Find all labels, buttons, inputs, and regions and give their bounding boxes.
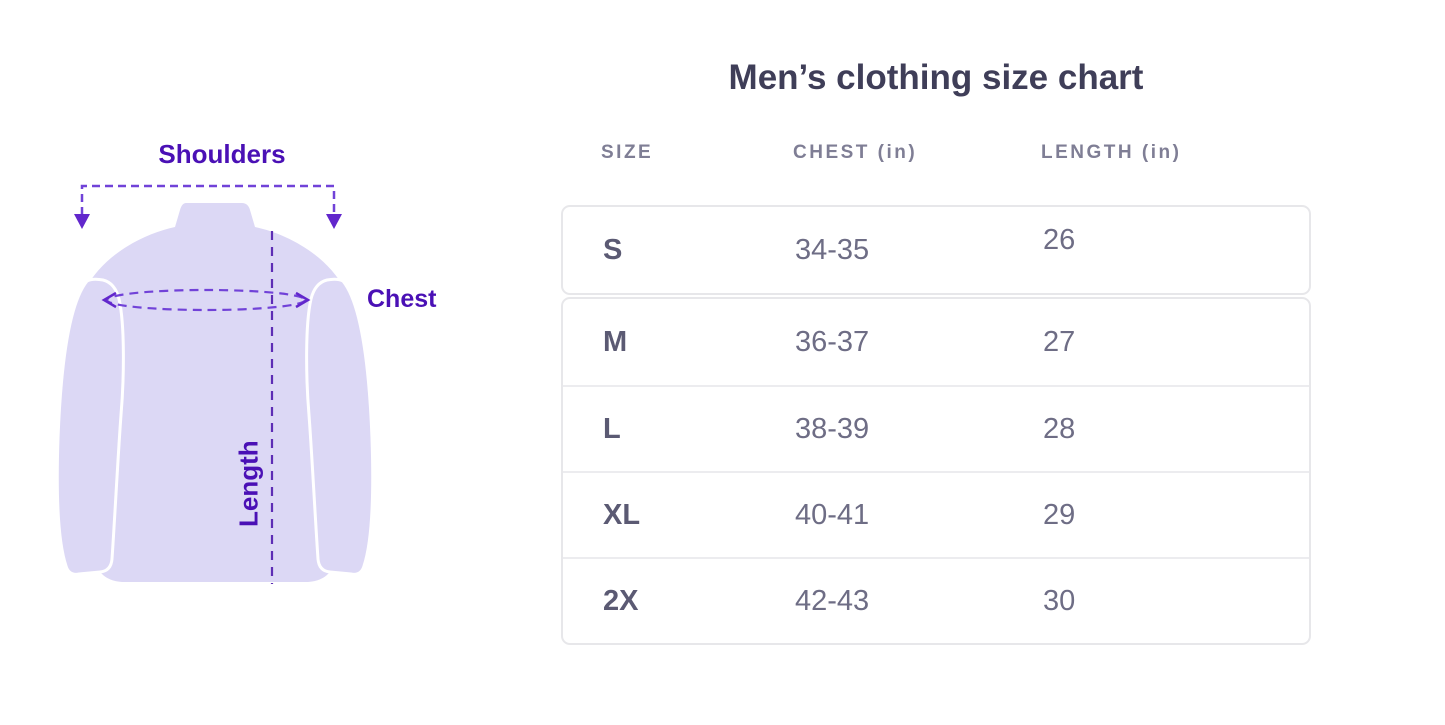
chart-title: Men’s clothing size chart bbox=[728, 58, 1144, 97]
chest-arrow-left-icon bbox=[101, 291, 117, 309]
cell-size: M bbox=[603, 325, 628, 358]
shoulder-arrow-left-icon bbox=[74, 214, 90, 229]
shirt-illustration bbox=[55, 184, 375, 584]
shoulders-bracket-line bbox=[80, 184, 336, 215]
table-row: L 38-39 28 bbox=[563, 385, 1309, 471]
column-header-chest: CHEST (in) bbox=[793, 142, 918, 163]
cell-length: 30 bbox=[1043, 584, 1076, 617]
chest-label: Chest bbox=[367, 285, 437, 313]
cell-chest: 34-35 bbox=[795, 233, 870, 266]
chest-ellipse bbox=[105, 288, 307, 312]
cell-chest: 42-43 bbox=[795, 584, 870, 617]
column-header-length: LENGTH (in) bbox=[1041, 142, 1182, 163]
shirt-right-sleeve bbox=[305, 277, 375, 576]
table-row: M 36-37 27 bbox=[563, 299, 1309, 385]
cell-chest: 36-37 bbox=[795, 325, 870, 358]
cell-size: S bbox=[603, 233, 623, 266]
cell-chest: 38-39 bbox=[795, 412, 870, 445]
length-label: Length bbox=[233, 440, 264, 527]
shirt-body bbox=[79, 203, 351, 582]
table-row: 2X 42-43 30 bbox=[563, 557, 1309, 643]
chest-arrow-right-icon bbox=[295, 291, 311, 309]
table-header: SIZE CHEST (in) LENGTH (in) bbox=[561, 139, 1311, 167]
shirt-left-sleeve bbox=[55, 277, 125, 576]
cell-length: 27 bbox=[1043, 325, 1076, 358]
column-header-size: SIZE bbox=[601, 142, 654, 163]
shoulder-arrow-right-icon bbox=[326, 214, 342, 229]
table-row: S 34-35 26 bbox=[563, 207, 1309, 293]
size-chart: Men’s clothing size chart SIZE CHEST (in… bbox=[561, 0, 1311, 725]
cell-size: XL bbox=[603, 498, 641, 531]
shirt-measurement-diagram: Shoulders Chest Length bbox=[0, 0, 480, 725]
cell-length: 26 bbox=[1043, 223, 1076, 256]
cell-length: 29 bbox=[1043, 498, 1076, 531]
cell-chest: 40-41 bbox=[795, 498, 870, 531]
cell-size: L bbox=[603, 412, 621, 445]
shoulders-label: Shoulders bbox=[158, 139, 286, 169]
cell-length: 28 bbox=[1043, 412, 1076, 445]
cell-size: 2X bbox=[603, 584, 639, 617]
table-body-remaining-rows: M 36-37 27 L 38-39 28 XL 40-41 29 2X 42-43 30 bbox=[561, 297, 1311, 645]
table-row: XL 40-41 29 bbox=[563, 471, 1309, 557]
table-body-first-row: S 34-35 26 bbox=[561, 205, 1311, 295]
